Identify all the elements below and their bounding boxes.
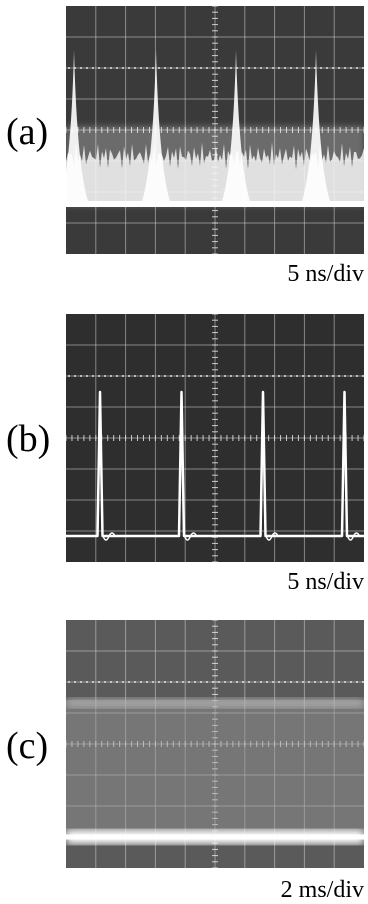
trace-pulses xyxy=(66,390,364,538)
trace-ringing xyxy=(346,532,361,541)
panel-b-timebase: 5 ns/div xyxy=(287,569,364,595)
graticule-dots xyxy=(68,67,364,69)
trace-band xyxy=(66,700,364,835)
graticule-dots xyxy=(68,681,364,683)
panel-a-timebase: 5 ns/div xyxy=(287,261,364,287)
panel-b-label: (b) xyxy=(6,418,51,460)
graticule-ticks xyxy=(66,620,364,868)
oscilloscope-trace-c xyxy=(66,620,364,868)
oscilloscope-trace-a xyxy=(66,6,364,254)
panel-a-label: (a) xyxy=(6,111,49,153)
graticule-ticks xyxy=(66,314,364,562)
pulse-peak xyxy=(222,50,250,201)
trace-ringing xyxy=(183,532,198,541)
trace-noise xyxy=(66,142,364,206)
pulse-peak xyxy=(302,50,330,201)
trace-ringing xyxy=(265,532,279,541)
panel-c-timebase: 2 ms/div xyxy=(280,877,364,903)
panel-c-label: (c) xyxy=(6,725,49,767)
pulse-peak xyxy=(142,50,170,201)
oscilloscope-trace-b xyxy=(66,314,364,562)
pulse-peak xyxy=(66,50,88,201)
graticule-dots xyxy=(68,375,364,377)
trace-ringing xyxy=(102,532,116,541)
